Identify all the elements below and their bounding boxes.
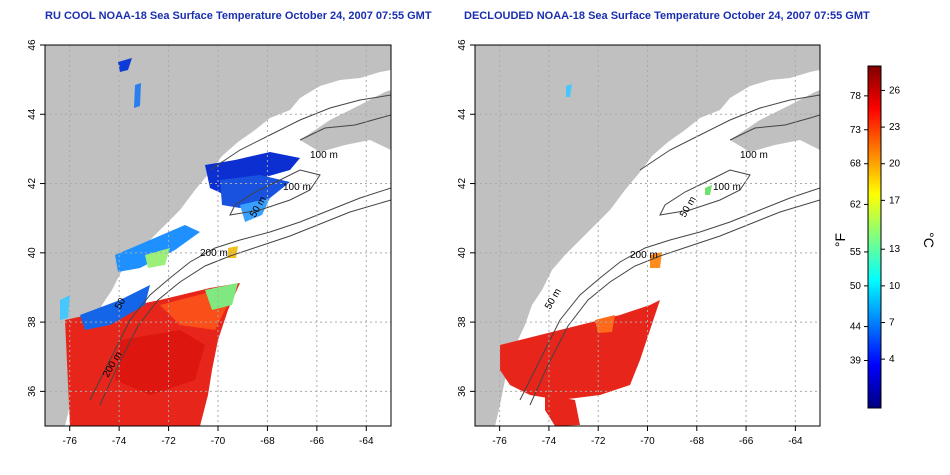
colorbar-c-label: °C bbox=[921, 232, 937, 248]
right-map-content: 100 m 100 m 50 m 200 m 50 m bbox=[475, 45, 820, 426]
y-tick-label: 40 bbox=[457, 247, 468, 259]
bathymetry-contour bbox=[639, 94, 820, 171]
sst-mild-patch bbox=[705, 185, 712, 195]
y-tick-label: 36 bbox=[457, 385, 468, 397]
sst-warm-patch bbox=[115, 330, 205, 395]
contour-label: 50 bbox=[113, 296, 128, 312]
land-nova-scotia bbox=[730, 90, 820, 152]
sst-yellow-patch bbox=[228, 246, 238, 258]
x-tick-label: -68 bbox=[690, 436, 705, 447]
sst-cool-patch bbox=[134, 83, 141, 108]
sst-cool-patch bbox=[60, 295, 70, 320]
contour-label: 100 m bbox=[713, 182, 741, 193]
sst-cool-patch bbox=[80, 285, 150, 330]
contour-label: 200 m bbox=[200, 248, 228, 259]
left-panel-title: RU COOL NOAA-18 Sea Surface Temperature … bbox=[45, 10, 432, 22]
sst-cool-patch bbox=[118, 58, 132, 72]
x-tick-label: -74 bbox=[112, 436, 127, 447]
bathymetry-contour bbox=[659, 169, 751, 216]
sst-cool-patch bbox=[240, 198, 270, 222]
right-grid bbox=[475, 45, 820, 426]
sst-cool-patch bbox=[566, 84, 572, 97]
right-y-axis: 36 38 40 42 44 46 bbox=[457, 39, 475, 397]
sst-warm-patch bbox=[500, 300, 660, 400]
colorbar-f-label-tick: 50 bbox=[850, 281, 862, 292]
y-tick-label: 36 bbox=[27, 385, 38, 397]
y-tick-label: 42 bbox=[457, 178, 468, 190]
left-grid bbox=[45, 45, 391, 426]
colorbar-c-label-tick: 4 bbox=[889, 354, 895, 365]
y-tick-label: 38 bbox=[457, 316, 468, 328]
x-tick-label: -74 bbox=[542, 436, 557, 447]
y-tick-label: 40 bbox=[27, 247, 38, 259]
contour-label: 50 m bbox=[543, 287, 564, 312]
x-tick-label: -76 bbox=[492, 436, 507, 447]
x-tick-label: -72 bbox=[161, 436, 176, 447]
left-map-panel: 100 m 100 m 50 m 200 m 50 200 m -76 -74 -7… bbox=[27, 39, 392, 447]
colorbar-c-label-tick: 23 bbox=[889, 122, 901, 133]
left-x-axis: -76 -74 -72 -70 -68 -66 -64 bbox=[62, 426, 374, 447]
right-map-panel: 100 m 100 m 50 m 200 m 50 m -76 -74 -72 -70… bbox=[457, 39, 821, 447]
y-tick-label: 38 bbox=[27, 316, 38, 328]
colorbar-f-label: °F bbox=[832, 233, 848, 247]
land-mass bbox=[475, 45, 820, 426]
sst-hot-patch bbox=[595, 315, 615, 333]
x-tick-label: -64 bbox=[788, 436, 803, 447]
left-y-axis: 36 38 40 42 44 46 bbox=[27, 39, 45, 397]
y-tick-label: 44 bbox=[457, 108, 468, 120]
contour-label: 100 m bbox=[283, 182, 311, 193]
bathymetry-contour bbox=[729, 114, 820, 141]
x-tick-label: -76 bbox=[62, 436, 77, 447]
colorbar-c-label-tick: 13 bbox=[889, 244, 901, 255]
colorbar-f-label-tick: 78 bbox=[850, 91, 862, 102]
sst-mild-patch bbox=[205, 283, 238, 310]
contour-label: 100 m bbox=[310, 150, 338, 161]
x-tick-label: -66 bbox=[739, 436, 754, 447]
x-tick-label: -64 bbox=[359, 436, 374, 447]
colorbar-f-label-tick: 44 bbox=[850, 322, 862, 333]
right-panel-title: DECLOUDED NOAA-18 Sea Surface Temperatur… bbox=[464, 10, 870, 22]
contour-label: 100 m bbox=[740, 150, 768, 161]
bathymetry-contour bbox=[89, 187, 391, 401]
land-mass bbox=[45, 45, 391, 426]
bathymetry-contour bbox=[209, 94, 391, 171]
left-map-content: 100 m 100 m 50 m 200 m 50 200 m bbox=[45, 45, 391, 426]
land-nova-scotia bbox=[300, 90, 391, 152]
y-tick-label: 46 bbox=[27, 39, 38, 51]
colorbar-c-label-tick: 7 bbox=[889, 318, 895, 329]
colorbar-f-label-tick: 55 bbox=[850, 247, 862, 258]
colorbar-gradient bbox=[867, 65, 882, 409]
y-tick-label: 46 bbox=[457, 39, 468, 51]
colorbar-c-label-tick: 17 bbox=[889, 195, 901, 206]
sst-cool-patch bbox=[115, 225, 200, 272]
colorbar-c-label-tick: 10 bbox=[889, 281, 901, 292]
colorbar-f-label-tick: 62 bbox=[850, 199, 862, 210]
sst-green-patch bbox=[145, 248, 170, 268]
colorbar-f-label-tick: 73 bbox=[850, 125, 862, 136]
colorbar-f-label-tick: 39 bbox=[850, 356, 862, 367]
x-tick-label: -66 bbox=[310, 436, 325, 447]
colorbar-f-label-tick: 68 bbox=[850, 159, 862, 170]
y-tick-label: 42 bbox=[27, 178, 38, 190]
y-tick-label: 44 bbox=[27, 108, 38, 120]
contour-label: 200 m bbox=[630, 250, 658, 261]
x-tick-label: -72 bbox=[591, 436, 606, 447]
bathymetry-contour bbox=[229, 169, 321, 216]
x-tick-label: -70 bbox=[211, 436, 226, 447]
colorbar-c-label-tick: 20 bbox=[889, 159, 901, 170]
x-tick-label: -70 bbox=[640, 436, 655, 447]
contour-label: 50 m bbox=[678, 195, 699, 220]
colorbar-c-ticks: 26 23 20 17 13 10 7 4 bbox=[881, 85, 901, 365]
bathymetry-contour bbox=[519, 187, 820, 401]
colorbar-f-ticks: 78 73 68 62 55 50 44 39 bbox=[850, 91, 868, 367]
colorbar-c-label-tick: 26 bbox=[889, 85, 901, 96]
right-x-axis: -76 -74 -72 -70 -68 -66 -64 bbox=[492, 426, 803, 447]
colorbar: 78 73 68 62 55 50 44 39 26 23 20 17 13 10 7 4 °F °C bbox=[832, 65, 937, 409]
x-tick-label: -68 bbox=[260, 436, 275, 447]
sst-warm-patch bbox=[545, 395, 580, 426]
